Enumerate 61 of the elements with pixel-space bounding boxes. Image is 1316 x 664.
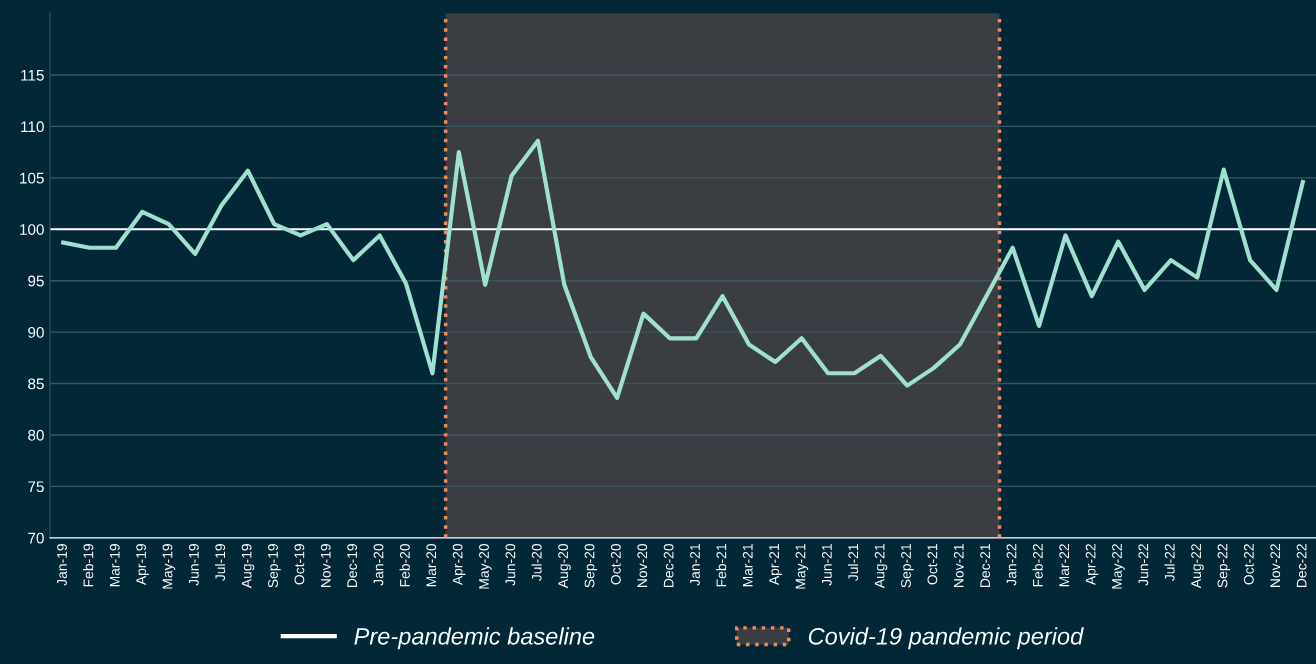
x-tick-label: Aug-20: [558, 543, 571, 589]
y-tick-label: 80: [28, 429, 44, 441]
x-tick-label: Mar-22: [1059, 544, 1070, 587]
y-tick-label: 100: [20, 224, 44, 235]
x-tick-label: Nov-19: [320, 544, 331, 588]
x-tick-label: Aug-22: [1191, 544, 1204, 589]
y-tick-label: 85: [28, 378, 44, 390]
x-tick-label: Aug-21: [874, 544, 888, 589]
y-tick-label: 90: [28, 327, 44, 338]
x-tick-label: Nov-21: [953, 544, 964, 588]
x-tick-label: Nov-22: [1270, 544, 1281, 588]
x-tick-label: Mar-19: [109, 544, 120, 587]
x-tick-label: Sep-21: [901, 544, 914, 588]
x-tick-label: Jan-21: [690, 544, 700, 586]
y-tick-label: 115: [21, 70, 44, 81]
y-tick-label: 110: [21, 121, 44, 133]
x-tick-label: Jul-21: [847, 544, 859, 581]
x-tick-label: Apr-22: [1085, 544, 1099, 586]
y-tick-label: 105: [20, 172, 44, 184]
x-tick-label: May-20: [479, 543, 492, 589]
x-tick-label: Aug-19: [241, 544, 255, 589]
x-tick-label: Feb-22: [1032, 544, 1043, 587]
legend-label: Pre-pandemic baseline: [354, 627, 595, 650]
y-tick-label: 75: [28, 481, 44, 493]
x-tick-label: Oct-20: [610, 543, 621, 585]
x-tick-label: Jul-19: [214, 544, 226, 581]
x-tick-label: Jul-20: [531, 543, 542, 581]
x-tick-label: Jun-21: [821, 544, 832, 586]
x-tick-label: Dec-20: [663, 543, 674, 588]
x-tick-label: Apr-19: [136, 544, 149, 586]
legend-label: Covid-19 pandemic period: [808, 627, 1084, 650]
x-tick-label: Sep-19: [268, 544, 281, 588]
y-tick-label: 95: [28, 275, 44, 287]
x-tick-label: Oct-19: [294, 544, 305, 585]
x-tick-label: Dec-22: [1296, 544, 1307, 588]
x-tick-label: Oct-22: [1243, 544, 1254, 585]
x-tick-label: Feb-20: [399, 543, 410, 587]
x-tick-label: Apr-20: [452, 543, 466, 586]
x-tick-label: Nov-20: [637, 543, 648, 588]
x-tick-label: Jun-22: [1138, 544, 1149, 586]
x-tick-label: Mar-21: [742, 544, 753, 587]
x-tick-label: Jan-22: [1006, 544, 1017, 586]
x-tick-label: Apr-21: [769, 544, 782, 586]
x-tick-label: Jan-20: [373, 543, 384, 586]
x-tick-label: Jun-20: [505, 543, 516, 586]
x-tick-label: May-19: [162, 544, 176, 589]
x-tick-label: Mar-20: [426, 543, 437, 587]
x-tick-label: Oct-21: [927, 544, 938, 585]
y-tick-label: 70: [28, 532, 44, 544]
x-tick-label: Jul-22: [1164, 544, 1175, 581]
x-tick-label: Sep-22: [1217, 544, 1231, 588]
x-tick-label: Feb-21: [716, 544, 727, 587]
x-tick-label: Sep-20: [584, 543, 598, 588]
x-tick-label: Dec-19: [347, 544, 358, 588]
x-tick-label: Jan-19: [57, 544, 67, 586]
x-tick-label: Feb-19: [83, 544, 94, 587]
line-series: [61, 138, 1305, 401]
x-tick-label: Dec-21: [980, 544, 991, 588]
x-tick-label: May-21: [795, 544, 809, 589]
x-tick-label: May-22: [1112, 544, 1125, 589]
x-tick-label: Jun-19: [188, 544, 199, 586]
